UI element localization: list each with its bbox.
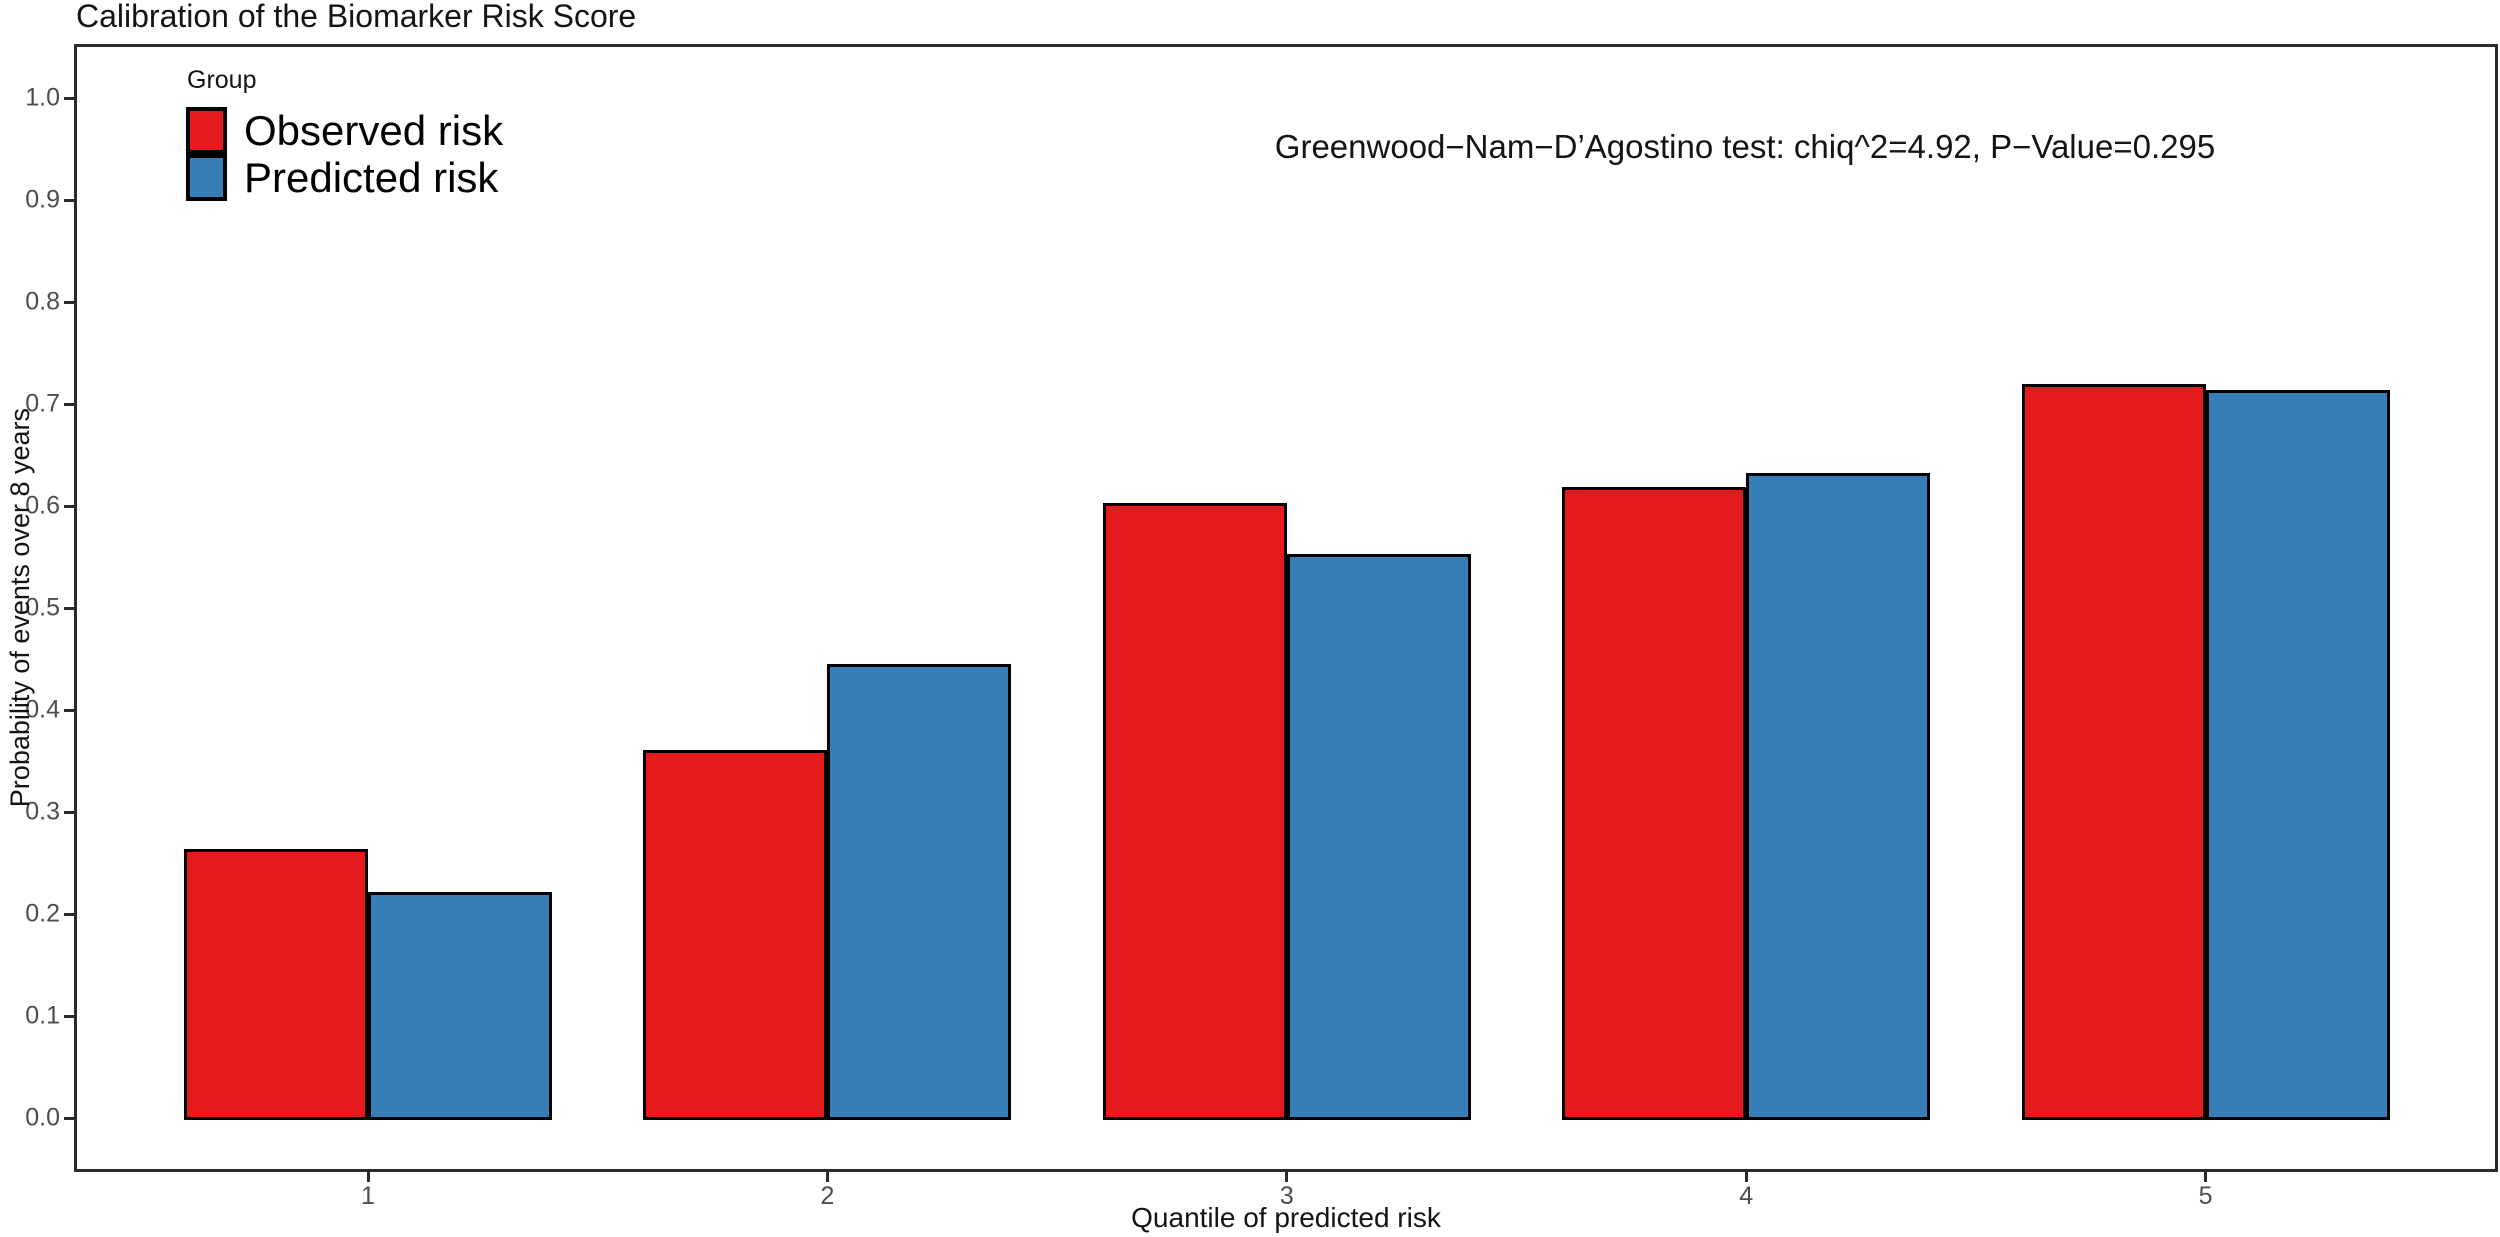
y-axis-title-wrap: Probability of events over 8 years [0, 44, 40, 1172]
gnd-test-annotation: Greenwood−Nam−D’Agostino test: chiq^2=4.… [1274, 128, 2216, 165]
observed-risk-swatch [186, 107, 227, 154]
y-tick-mark [64, 504, 74, 508]
x-tick-label: 1 [361, 1182, 375, 1210]
legend-item-observed: Observed risk [186, 107, 503, 154]
y-tick-mark [64, 606, 74, 610]
y-axis-title: Probability of events over 8 years [4, 408, 35, 808]
legend-label-predicted: Predicted risk [244, 154, 499, 201]
y-tick-mark [64, 198, 74, 202]
y-tick-mark [64, 300, 74, 304]
y-tick-mark [64, 708, 74, 712]
legend-label-observed: Observed risk [244, 107, 504, 154]
x-tick-mark [1285, 1172, 1289, 1182]
y-tick-mark [64, 402, 74, 406]
x-tick-label: 4 [1739, 1182, 1754, 1210]
y-tick-mark [64, 1116, 74, 1120]
y-tick-mark [64, 912, 74, 916]
y-tick-mark [64, 1014, 74, 1018]
predicted-risk-swatch [186, 154, 227, 201]
y-tick-mark [64, 96, 74, 100]
x-tick-mark [825, 1172, 829, 1182]
x-tick-label: 5 [2198, 1182, 2213, 1210]
x-tick-label: 2 [820, 1182, 835, 1210]
legend: Group Observed risk Predicted risk [186, 66, 503, 201]
x-axis-title: Quantile of predicted risk [1131, 1202, 1441, 1233]
x-tick-mark [366, 1172, 370, 1182]
x-tick-mark [1744, 1172, 1748, 1182]
legend-item-predicted: Predicted risk [186, 154, 503, 201]
y-tick-mark [64, 810, 74, 814]
chart-title: Calibration of the Biomarker Risk Score [76, 0, 637, 34]
plot-panel [74, 44, 2498, 1172]
x-tick-mark [2204, 1172, 2208, 1182]
legend-title: Group [187, 66, 257, 94]
